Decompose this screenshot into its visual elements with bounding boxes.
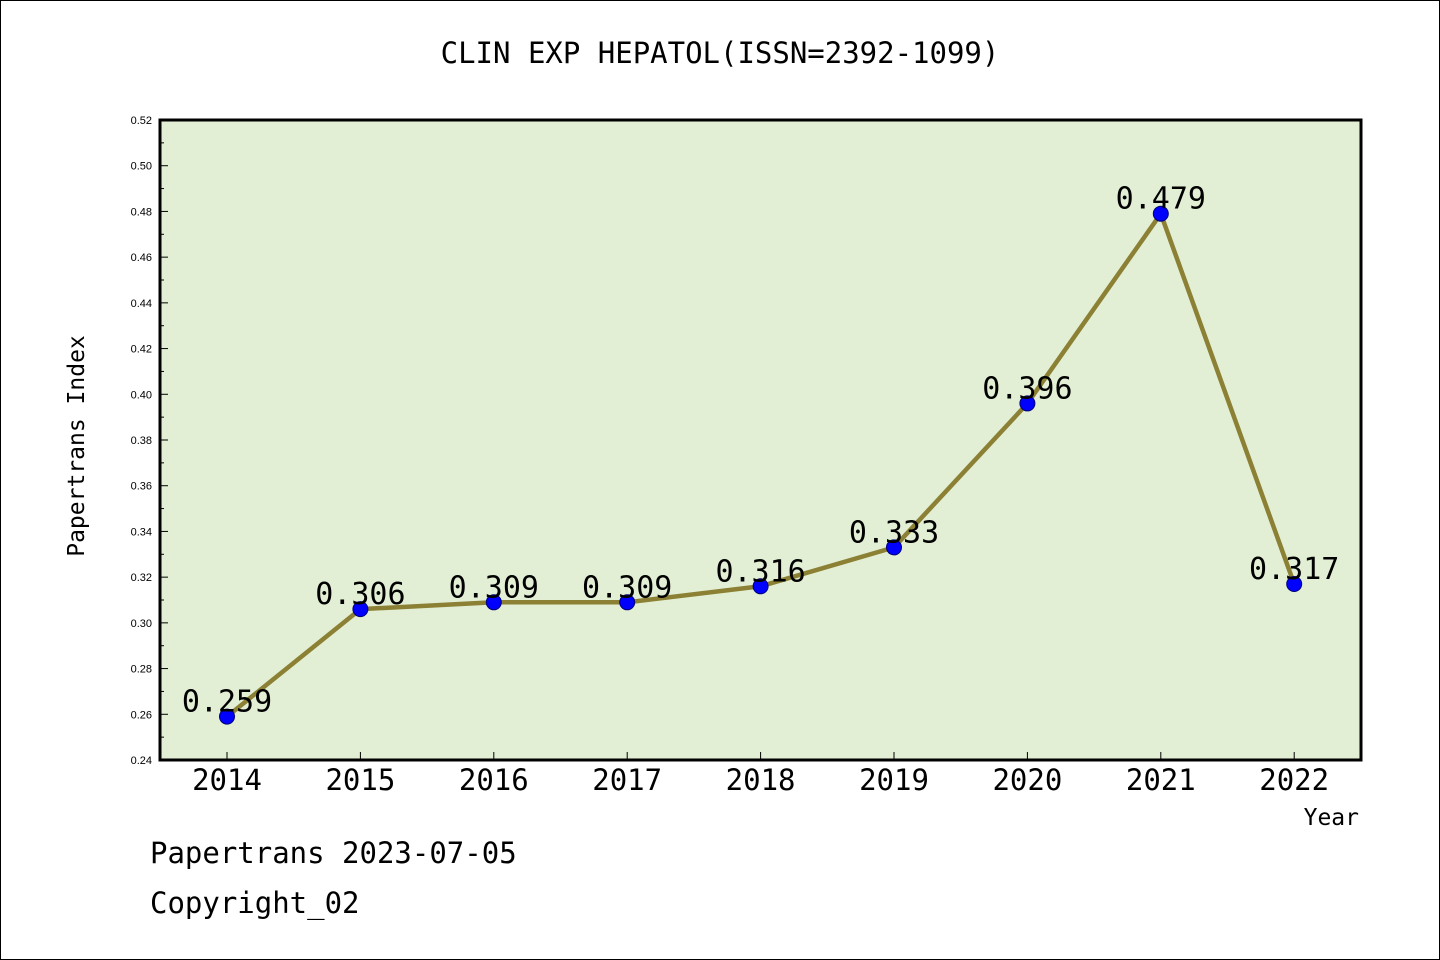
data-point	[485, 594, 502, 611]
x-tick-label: 2018	[726, 763, 796, 797]
y-tick-label: 0.28	[131, 664, 152, 676]
y-tick-label: 0.38	[131, 435, 152, 447]
y-tick-label: 0.42	[131, 344, 152, 356]
x-tick-label: 2015	[325, 763, 395, 797]
y-tick-label: 0.36	[131, 481, 152, 493]
x-tick-label: 2022	[1259, 763, 1329, 797]
data-label: 0.333	[849, 515, 939, 550]
data-label: 0.316	[715, 554, 805, 589]
y-tick-label: 0.24	[131, 755, 152, 767]
data-point	[1019, 395, 1036, 412]
x-tick-label: 2016	[459, 763, 529, 797]
data-label: 0.479	[1116, 182, 1206, 217]
y-tick-label: 0.40	[131, 389, 152, 401]
x-tick-label: 2019	[859, 763, 929, 797]
x-tick-label: 2020	[992, 763, 1062, 797]
data-label: 0.309	[449, 570, 539, 605]
y-tick-label: 0.48	[131, 206, 152, 218]
data-label: 0.259	[182, 685, 272, 720]
data-markers	[219, 205, 1303, 725]
y-tick-label: 0.52	[131, 115, 152, 127]
y-tick-label: 0.44	[131, 298, 152, 310]
y-axis: 0.24 0.26 0.28 0.30 0.32 0.34 0.36 0.38 0.40 0.42…	[131, 115, 168, 767]
x-tick-label: 2017	[592, 763, 662, 797]
y-tick-label: 0.46	[131, 252, 152, 264]
data-point	[886, 539, 902, 556]
footer-date: Papertrans 2023-07-05	[150, 836, 517, 870]
chart-title: CLIN EXP HEPATOL(ISSN=2392-1099)	[440, 36, 1000, 70]
x-axis: 2014 2015 2016 2017 2018 2019 2020 2021 2022	[192, 752, 1329, 797]
data-point	[219, 708, 235, 725]
y-tick-label: 0.32	[131, 572, 152, 584]
y-tick-label: 0.34	[131, 526, 152, 538]
data-labels: 0.259 0.306 0.309 0.309 0.316 0.333 0.396 0.479…	[182, 182, 1340, 720]
data-point	[352, 601, 369, 618]
data-point	[1286, 576, 1303, 592]
data-point	[752, 578, 769, 595]
y-tick-label: 0.26	[131, 709, 152, 721]
y-tick-label: 0.30	[131, 618, 152, 630]
plot-area	[158, 118, 1363, 762]
y-axis-title: Papertrans Index	[64, 335, 90, 557]
data-label: 0.317	[1249, 552, 1339, 587]
x-tick-label: 2021	[1126, 763, 1196, 797]
data-label: 0.396	[982, 371, 1072, 406]
y-tick-label: 0.50	[131, 161, 152, 173]
footer-copyright: Copyright_02	[150, 886, 360, 920]
x-axis-title: Year	[1304, 805, 1359, 831]
x-tick-label: 2014	[192, 763, 262, 797]
data-label: 0.306	[315, 577, 405, 612]
data-point	[619, 594, 636, 611]
data-label: 0.309	[582, 570, 672, 605]
data-point	[1152, 205, 1169, 222]
